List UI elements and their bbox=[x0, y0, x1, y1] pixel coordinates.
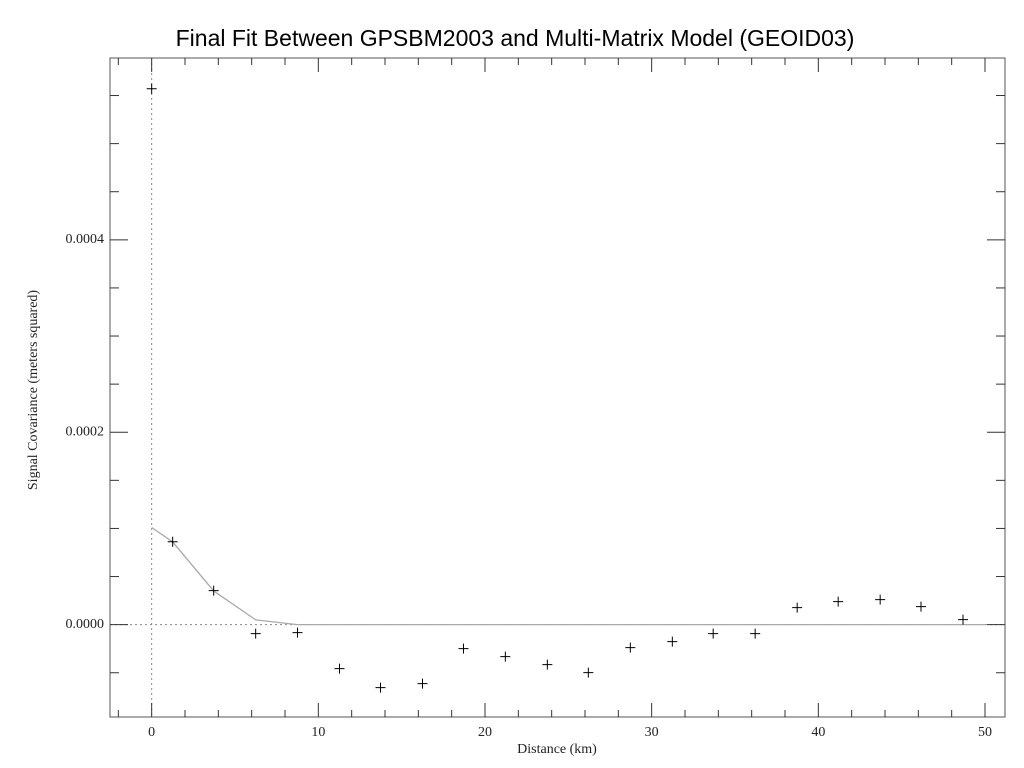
x-tick-label: 20 bbox=[478, 725, 492, 740]
y-tick-label: 0.0000 bbox=[66, 617, 105, 632]
data-point bbox=[833, 596, 844, 607]
data-point bbox=[583, 667, 594, 678]
data-point bbox=[667, 636, 678, 647]
y-tick-label: 0.0002 bbox=[66, 424, 105, 439]
data-point bbox=[750, 628, 761, 639]
plot-frame bbox=[109, 57, 1006, 718]
data-point bbox=[146, 83, 157, 94]
x-tick-label: 10 bbox=[311, 725, 325, 740]
fit-line bbox=[151, 526, 985, 626]
x-tick-label: 50 bbox=[978, 725, 992, 740]
data-point bbox=[625, 642, 636, 653]
data-point bbox=[500, 651, 511, 662]
data-point bbox=[792, 602, 803, 613]
x-axis-label: Distance (km) bbox=[517, 742, 597, 757]
x-tick-label: 0 bbox=[148, 725, 155, 740]
data-point bbox=[208, 585, 219, 596]
data-point bbox=[542, 659, 553, 670]
data-point bbox=[916, 601, 926, 612]
data-point bbox=[875, 594, 886, 605]
x-tick-label: 30 bbox=[645, 725, 659, 740]
x-tick-label: 40 bbox=[811, 725, 825, 740]
data-point bbox=[250, 628, 261, 639]
data-point bbox=[292, 627, 303, 638]
data-point bbox=[708, 628, 719, 639]
data-point bbox=[458, 643, 469, 654]
data-point bbox=[375, 682, 386, 693]
y-tick-label: 0.0004 bbox=[66, 232, 105, 247]
data-point bbox=[167, 536, 178, 547]
data-point bbox=[958, 614, 968, 625]
data-point bbox=[417, 678, 428, 689]
y-axis-label: Signal Covariance (meters squared) bbox=[26, 290, 41, 491]
data-point bbox=[334, 663, 345, 674]
chart-title: Final Fit Between GPSBM2003 and Multi-Ma… bbox=[176, 25, 855, 51]
